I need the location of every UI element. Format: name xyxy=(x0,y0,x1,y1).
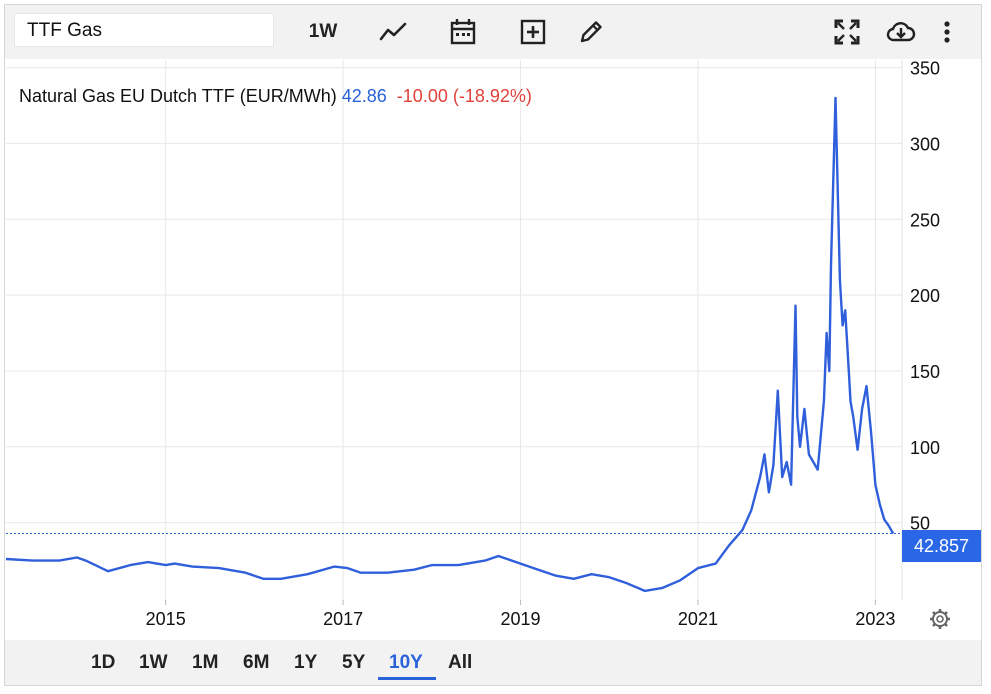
y-tick-label: 250 xyxy=(910,210,940,230)
range-selector-bar: 1D 1W 1M 6M 1Y 5Y 10Y All xyxy=(5,640,981,685)
gear-icon xyxy=(930,609,950,629)
active-range-underline xyxy=(378,677,436,680)
fullscreen-button[interactable] xyxy=(829,14,865,50)
draw-pencil-icon xyxy=(580,21,602,43)
y-tick-label: 200 xyxy=(910,286,940,306)
range-5y[interactable]: 5Y xyxy=(342,652,366,673)
date-range-button[interactable] xyxy=(443,14,483,50)
range-1d[interactable]: 1D xyxy=(91,652,116,673)
interval-button[interactable]: 1W xyxy=(301,14,345,50)
axis-settings-button[interactable] xyxy=(930,609,950,629)
interval-label: 1W xyxy=(308,21,338,42)
y-tick-label: 350 xyxy=(910,59,940,79)
x-tick-label: 2023 xyxy=(855,609,895,629)
legend-last-value: 42.86 xyxy=(341,86,387,106)
symbol-search-input[interactable]: TTF Gas xyxy=(14,13,274,47)
toolbar: TTF Gas 1W xyxy=(5,5,981,59)
add-indicator-button[interactable] xyxy=(513,14,553,50)
download-cloud-icon xyxy=(886,22,916,42)
calendar-icon xyxy=(450,19,476,45)
add-indicator-icon xyxy=(520,19,546,45)
x-tick-label: 2019 xyxy=(501,609,541,629)
range-1m[interactable]: 1M xyxy=(192,652,219,673)
range-6m[interactable]: 6M xyxy=(243,652,270,673)
fullscreen-icon xyxy=(834,19,860,45)
y-tick-label: 100 xyxy=(910,438,940,458)
more-options-button[interactable] xyxy=(933,14,961,50)
x-axis-ticks: 2015 2017 2019 2021 2023 xyxy=(146,600,895,629)
series-line xyxy=(5,96,895,593)
last-price-tag: 42.857 xyxy=(902,530,981,562)
line-chart-icon xyxy=(379,22,407,41)
y-tick-label: 300 xyxy=(910,134,940,154)
download-button[interactable] xyxy=(881,14,921,50)
range-10y[interactable]: 10Y xyxy=(389,652,423,673)
x-tick-label: 2021 xyxy=(678,609,718,629)
range-all[interactable]: All xyxy=(448,652,473,673)
y-tick-label: 150 xyxy=(910,362,940,382)
chart-legend: Natural Gas EU Dutch TTF (EUR/MWh) 42.86… xyxy=(19,86,532,107)
range-1w[interactable]: 1W xyxy=(139,652,168,673)
y-axis-ticks: 50 100 150 200 250 300 350 xyxy=(910,59,940,534)
chart-frame xyxy=(4,4,982,686)
legend-symbol-name: Natural Gas EU Dutch TTF (EUR/MWh) xyxy=(19,86,337,106)
y-tick-label: 50 xyxy=(910,514,930,534)
x-tick-label: 2017 xyxy=(323,609,363,629)
more-vert-icon xyxy=(944,21,950,43)
range-1y[interactable]: 1Y xyxy=(294,652,318,673)
x-tick-label: 2015 xyxy=(146,609,186,629)
legend-change: -10.00 (-18.92%) xyxy=(396,86,532,106)
chart-type-button[interactable] xyxy=(373,14,413,50)
draw-button[interactable] xyxy=(571,14,611,50)
chart-grid xyxy=(6,60,902,600)
